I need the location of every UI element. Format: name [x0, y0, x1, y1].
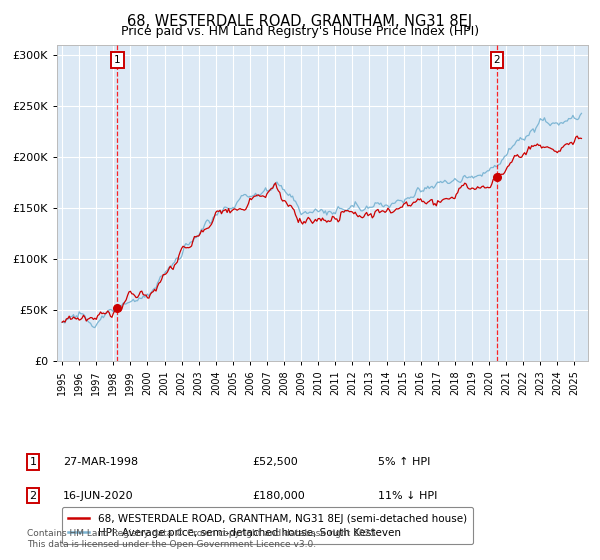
Text: £52,500: £52,500 — [252, 457, 298, 467]
Text: Contains HM Land Registry data © Crown copyright and database right 2025.
This d: Contains HM Land Registry data © Crown c… — [27, 529, 379, 549]
Text: 2: 2 — [494, 55, 500, 65]
Text: 5% ↑ HPI: 5% ↑ HPI — [378, 457, 430, 467]
Text: £180,000: £180,000 — [252, 491, 305, 501]
Text: Price paid vs. HM Land Registry's House Price Index (HPI): Price paid vs. HM Land Registry's House … — [121, 25, 479, 38]
Legend: 68, WESTERDALE ROAD, GRANTHAM, NG31 8EJ (semi-detached house), HPI: Average pric: 68, WESTERDALE ROAD, GRANTHAM, NG31 8EJ … — [62, 507, 473, 544]
Text: 16-JUN-2020: 16-JUN-2020 — [63, 491, 134, 501]
Text: 11% ↓ HPI: 11% ↓ HPI — [378, 491, 437, 501]
Text: 27-MAR-1998: 27-MAR-1998 — [63, 457, 138, 467]
Text: 2: 2 — [29, 491, 37, 501]
Text: 1: 1 — [29, 457, 37, 467]
Text: 68, WESTERDALE ROAD, GRANTHAM, NG31 8EJ: 68, WESTERDALE ROAD, GRANTHAM, NG31 8EJ — [127, 14, 473, 29]
Text: 1: 1 — [114, 55, 121, 65]
